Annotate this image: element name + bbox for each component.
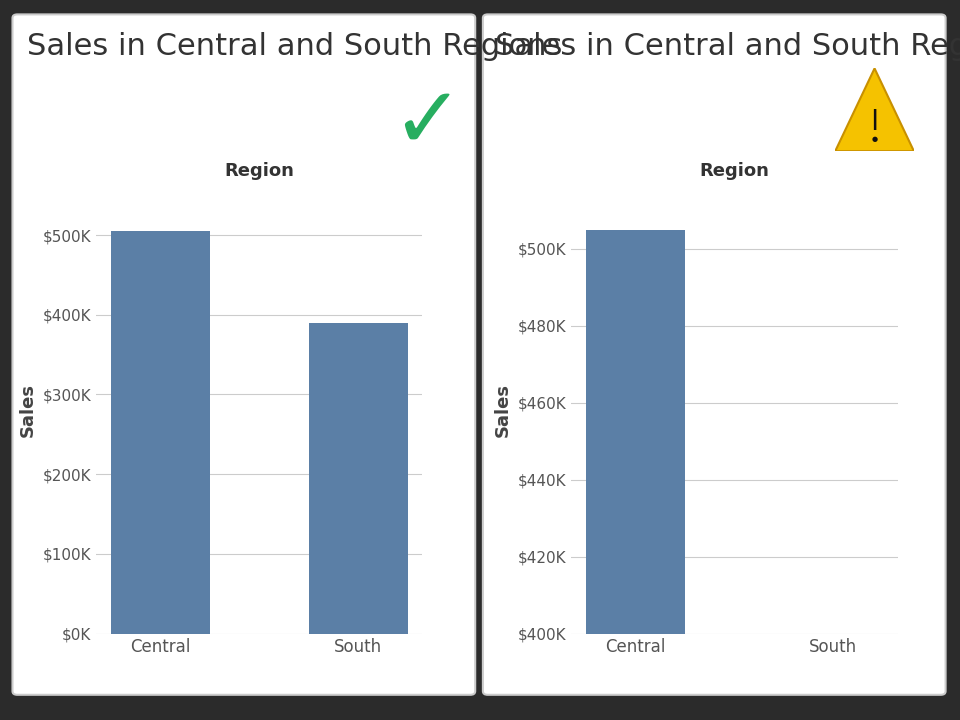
Y-axis label: Sales: Sales — [19, 383, 36, 438]
Bar — [586, 230, 684, 720]
Bar — [110, 231, 209, 634]
Text: Sales in Central and South Regions: Sales in Central and South Regions — [27, 32, 563, 61]
Bar — [784, 672, 883, 720]
Polygon shape — [835, 68, 914, 151]
Bar — [309, 323, 408, 634]
Text: ●: ● — [872, 136, 877, 142]
Text: |: | — [871, 109, 878, 130]
Text: ✓: ✓ — [391, 83, 464, 166]
Title: Region: Region — [700, 162, 769, 180]
Y-axis label: Sales: Sales — [494, 383, 512, 438]
Text: Sales in Central and South Regions: Sales in Central and South Regions — [495, 32, 960, 61]
Title: Region: Region — [225, 162, 294, 180]
